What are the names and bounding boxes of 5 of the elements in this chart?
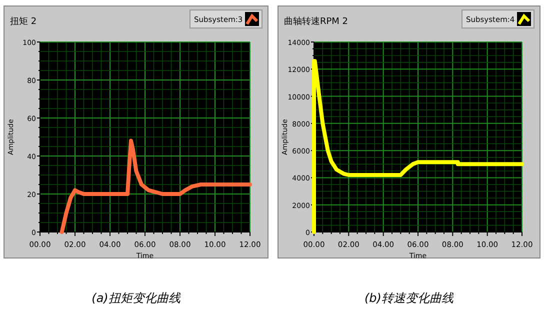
text: (a)扭矩变化曲线 [92, 291, 182, 305]
line-series [60, 138, 252, 234]
chart-title: 曲轴转速RPM 2 [284, 16, 348, 27]
text: (b)转速变化曲线 [364, 291, 454, 305]
chart-title: 扭矩 2 [10, 16, 37, 27]
